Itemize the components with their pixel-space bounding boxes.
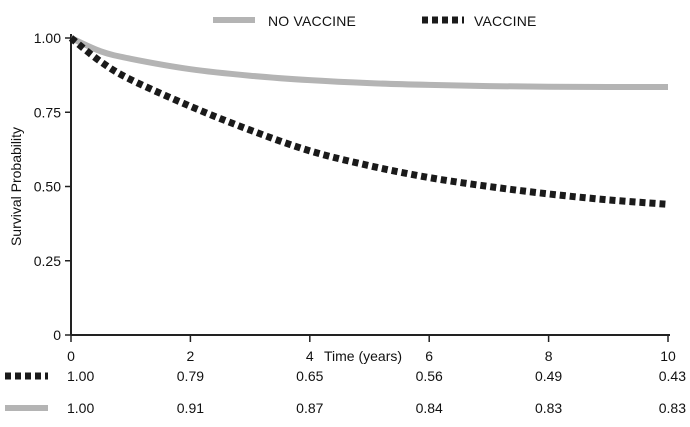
risk-value: 0.79: [177, 368, 204, 384]
risk-value: 1.00: [67, 400, 94, 416]
x-tick-label: 6: [425, 348, 433, 364]
legend-label: NO VACCINE: [268, 13, 356, 29]
series-line-no-vaccine: [69, 35, 669, 91]
risk-value: 0.83: [535, 400, 562, 416]
x-tick-label: 4: [306, 348, 314, 364]
y-tick-label: 0: [53, 327, 61, 343]
risk-value: 1.00: [67, 368, 94, 384]
risk-value: 0.83: [659, 400, 686, 416]
x-tick-label: 0: [67, 348, 75, 364]
series-layer: [68, 35, 669, 208]
x-tick-label: 10: [660, 348, 676, 364]
risk-value: 0.91: [177, 400, 204, 416]
x-tick-label: 2: [187, 348, 195, 364]
y-tick-label: 1.00: [34, 30, 61, 46]
axes: 0 0.25 0.50 0.75 1.00 0 2 4 6 8 10 Time (years): [34, 30, 676, 364]
y-tick-label: 0.75: [34, 104, 61, 120]
x-axis-title: Time (years): [324, 348, 402, 364]
series-line-vaccine: [68, 35, 669, 208]
risk-value: 0.84: [416, 400, 443, 416]
risk-value: 0.49: [535, 368, 562, 384]
risk-table: 1.00 0.79 0.65 0.56 0.49 0.43 1.00 0.91 0.87 0.84…: [5, 368, 686, 416]
risk-value: 0.87: [296, 400, 323, 416]
risk-value: 0.43: [659, 368, 686, 384]
risk-value: 0.56: [416, 368, 443, 384]
x-tick-label: 8: [545, 348, 553, 364]
legend: NO VACCINE VACCINE: [213, 13, 537, 29]
legend-label: VACCINE: [474, 13, 537, 29]
risk-value: 0.65: [296, 368, 323, 384]
y-axis-title: Survival Probability: [8, 127, 24, 246]
y-tick-label: 0.50: [34, 179, 61, 195]
y-tick-label: 0.25: [34, 253, 61, 269]
